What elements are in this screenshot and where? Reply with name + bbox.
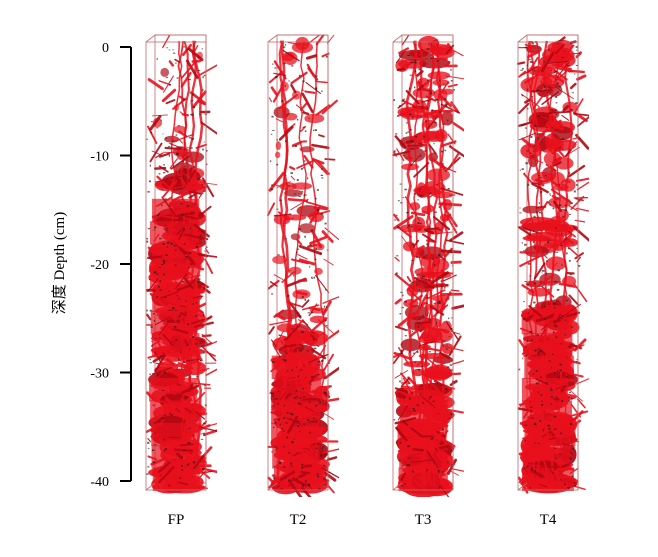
depth-tick-label: 0 bbox=[102, 41, 109, 56]
soil-column-t4 bbox=[516, 34, 589, 494]
root-mass bbox=[516, 36, 589, 494]
soil-column-fp bbox=[145, 34, 217, 494]
depth-tick-label: -20 bbox=[90, 258, 109, 273]
soil-column-t3 bbox=[392, 34, 464, 497]
root-mass bbox=[267, 35, 339, 497]
column-box-front bbox=[392, 41, 454, 491]
depth-tick-label: -40 bbox=[90, 475, 109, 490]
depth-tick-label: -30 bbox=[90, 367, 109, 382]
column-label-t3: T3 bbox=[415, 512, 432, 528]
root-mass bbox=[145, 35, 217, 494]
column-label-t2: T2 bbox=[290, 512, 307, 528]
column-box-front bbox=[145, 41, 207, 491]
column-box-front bbox=[267, 41, 329, 491]
depth-tick-label: -10 bbox=[90, 150, 109, 165]
column-box-front bbox=[517, 41, 579, 491]
soil-columns bbox=[145, 34, 589, 497]
depth-axis: 深度 Depth (cm) 0 -10 -20 -30 -40 bbox=[51, 41, 132, 490]
column-label-t4: T4 bbox=[540, 512, 557, 528]
column-label-fp: FP bbox=[168, 512, 185, 528]
root-mass bbox=[392, 35, 464, 497]
depth-axis-title: 深度 Depth (cm) bbox=[51, 212, 68, 314]
soil-column-t2 bbox=[267, 34, 339, 497]
column-labels: FP T2 T3 T4 bbox=[168, 512, 557, 528]
